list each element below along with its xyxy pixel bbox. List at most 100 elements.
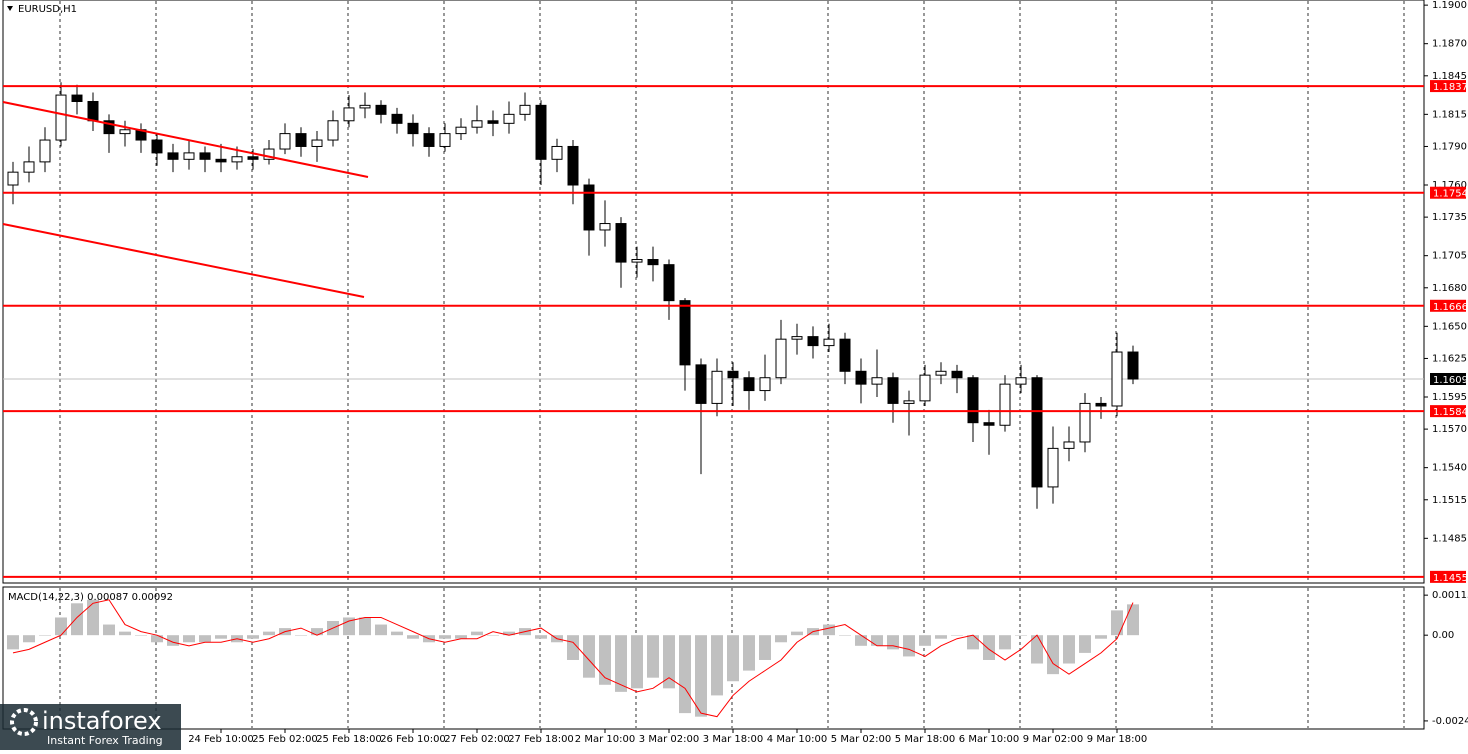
macd-bar — [1015, 635, 1027, 636]
macd-bar — [471, 631, 483, 636]
level-label: 1.1837 — [1433, 82, 1468, 93]
macd-bar — [55, 617, 67, 636]
signal-line — [12, 599, 1134, 718]
candle-body — [775, 338, 787, 379]
candle-body — [759, 377, 771, 392]
menu-arrow — [7, 6, 13, 11]
logo-box — [0, 704, 181, 750]
grid — [59, 1, 1405, 728]
candle-body — [967, 377, 979, 424]
candle-body — [887, 377, 899, 404]
macd-bar — [999, 635, 1011, 650]
macd-bar — [455, 635, 467, 639]
macd-bar — [615, 635, 627, 692]
candle-body — [647, 259, 659, 266]
candle-body — [631, 259, 643, 263]
macd-bar — [359, 617, 371, 636]
level-label: 1.1584 — [1433, 407, 1468, 418]
macd-bar — [823, 624, 835, 636]
candle-body — [615, 223, 627, 263]
candle-body — [935, 370, 947, 376]
candle-body — [199, 152, 211, 160]
candle-body — [439, 133, 451, 147]
y-tick-label: 1.1650 — [1432, 321, 1467, 332]
candle-body — [215, 158, 227, 163]
candle-body — [327, 120, 339, 141]
macd-bar — [967, 635, 979, 650]
macd-bar — [839, 635, 851, 636]
macd-bar — [375, 624, 387, 636]
candle-body — [599, 223, 611, 231]
macd-bar — [39, 635, 51, 636]
macd-bar — [1127, 604, 1139, 636]
macd-bar — [679, 635, 691, 714]
logo-brand: instaforex — [42, 707, 162, 735]
candle-body — [247, 156, 259, 160]
axes: 1.19001.18701.18451.18151.17901.17601.17… — [188, 0, 1468, 745]
macd-bar — [759, 635, 771, 660]
candle-body — [727, 370, 739, 379]
macd-bar — [855, 635, 867, 646]
candle-body — [455, 126, 467, 135]
marks — [3, 82, 1424, 718]
candle-body — [167, 152, 179, 160]
candle-body — [423, 133, 435, 147]
trend-line — [2, 101, 369, 178]
x-tick-label: 25 Feb 18:00 — [316, 734, 382, 745]
y-tick-label: 1.1870 — [1432, 39, 1467, 50]
macd-bar — [599, 635, 611, 685]
macd-bar — [1031, 635, 1043, 664]
macd-bar — [647, 635, 659, 678]
candle-body — [151, 139, 163, 154]
candle-body — [839, 338, 851, 372]
candle-body — [1015, 377, 1027, 385]
candle-body — [87, 100, 99, 122]
candle-body — [39, 139, 51, 163]
candle-body — [567, 145, 579, 186]
last-price-box — [1430, 373, 1466, 386]
x-tick-label: 27 Feb 18:00 — [508, 734, 574, 745]
macd-bar — [919, 635, 931, 646]
y-tick-label: 1.1515 — [1432, 495, 1467, 506]
candle-body — [535, 104, 547, 160]
candle-body — [407, 122, 419, 135]
y-tick-label: 1.1760 — [1432, 180, 1467, 191]
x-tick-label: 9 Mar 02:00 — [1023, 734, 1083, 745]
candle-body — [103, 120, 115, 135]
level-label: 1.1754 — [1433, 189, 1468, 200]
candle-body — [55, 94, 67, 141]
macd-bar — [135, 635, 147, 636]
macd-bar — [1095, 635, 1107, 639]
macd-bar — [1047, 635, 1059, 675]
candle-body — [279, 133, 291, 150]
candle-body — [375, 104, 387, 115]
macd-bar — [7, 635, 19, 650]
x-tick-label: 4 Mar 10:00 — [767, 734, 827, 745]
macd-bar — [743, 635, 755, 671]
macd-bar — [727, 635, 739, 682]
candle-body — [23, 161, 35, 173]
macd-bar — [391, 631, 403, 636]
candle-body — [1095, 402, 1107, 407]
candle-body — [263, 148, 275, 160]
candle-body — [471, 120, 483, 128]
macd-bar — [103, 624, 115, 636]
candle-body — [743, 377, 755, 392]
candle-body — [903, 400, 915, 404]
macd-bar — [535, 635, 547, 639]
macd-bar — [23, 635, 35, 643]
x-tick-label: 27 Feb 02:00 — [444, 734, 510, 745]
candle-body — [359, 104, 371, 109]
macd-bar — [1063, 635, 1075, 664]
level-label-box — [1430, 299, 1466, 312]
trend-line — [2, 223, 365, 298]
macd-bar — [311, 628, 323, 636]
macd-pane-frame — [2, 586, 1425, 730]
macd-bar — [871, 635, 883, 646]
level-label-box — [1430, 80, 1466, 93]
macd-bar — [983, 635, 995, 660]
y-tick-label: 1.1900 — [1432, 0, 1467, 11]
logo-icon — [10, 708, 38, 736]
x-tick-label: 26 Feb 10:00 — [380, 734, 446, 745]
macd-bar — [407, 635, 419, 639]
